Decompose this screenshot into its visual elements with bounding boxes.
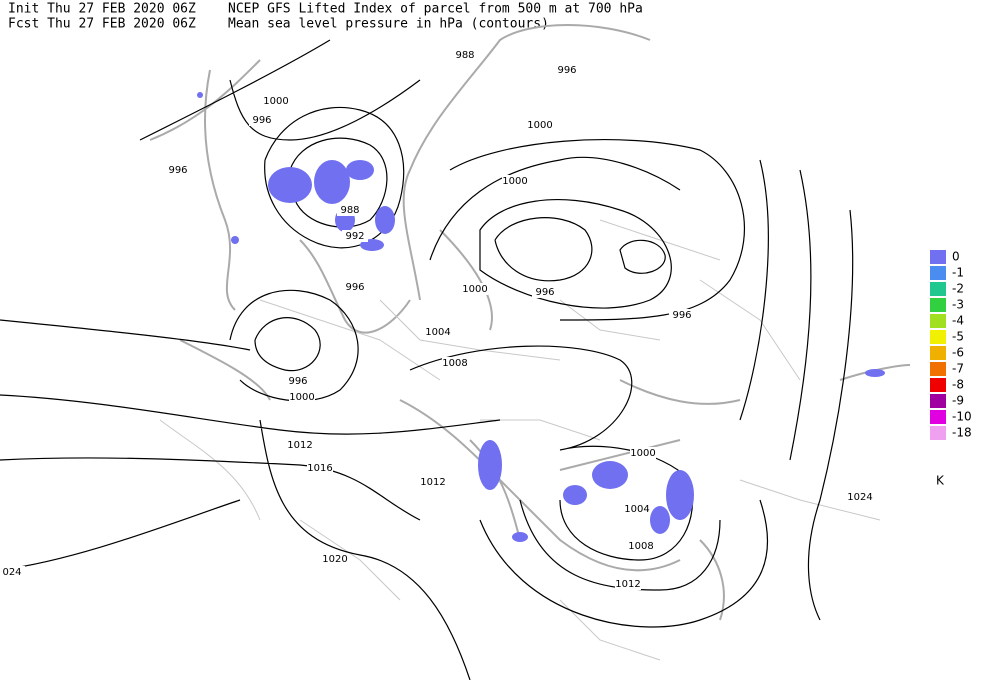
contour-label: 996 <box>672 310 691 321</box>
contour-label-bg <box>628 540 654 552</box>
coastlines <box>149 24 911 661</box>
contour-label-bg <box>532 286 558 298</box>
contour-label-bg <box>425 326 451 338</box>
legend-label: -6 <box>952 346 964 360</box>
contour-label: 1008 <box>628 541 653 552</box>
contour-label: 1020 <box>322 554 347 565</box>
contour-label: 1004 <box>425 327 450 338</box>
legend-label: -9 <box>952 394 964 408</box>
legend-label: -10 <box>952 410 972 424</box>
contour-label-bg <box>263 95 289 107</box>
contour-label-bg <box>165 164 191 176</box>
legend-swatch <box>930 426 946 440</box>
contour-label-bg <box>624 503 650 515</box>
contour-label-bg <box>285 375 311 387</box>
contour-label-bg <box>249 114 275 126</box>
contour-label: 996 <box>252 115 271 126</box>
contour-label: 1012 <box>615 579 640 590</box>
contour-label: 996 <box>345 282 364 293</box>
contour-label-bg <box>442 357 468 369</box>
contour-label-bg <box>420 476 446 488</box>
contour-label-bg <box>342 230 368 242</box>
contour-label-bg <box>630 447 656 459</box>
contour-label: 996 <box>535 287 554 298</box>
isobars <box>0 39 854 680</box>
legend-label: -2 <box>952 282 964 296</box>
contour-label-bg <box>462 283 488 295</box>
legend-swatch <box>930 266 946 280</box>
contour-label-bg <box>287 439 313 451</box>
legend-swatch <box>930 362 946 376</box>
legend-swatch <box>930 410 946 424</box>
lifted-index-areas <box>197 92 885 542</box>
contour-label: 1000 <box>502 176 527 187</box>
legend-unit: K <box>936 474 945 488</box>
contour-label: 1004 <box>624 504 649 515</box>
contour-label: 1000 <box>263 96 288 107</box>
contour-label-bg <box>342 281 368 293</box>
contour-label: 996 <box>557 65 576 76</box>
legend-swatch <box>930 330 946 344</box>
legend-swatch <box>930 250 946 264</box>
contour-label-bg <box>615 578 641 590</box>
contour-label-bg <box>289 391 315 403</box>
contour-label: 992 <box>345 231 364 242</box>
legend-label: -1 <box>952 266 964 280</box>
legend-swatch <box>930 298 946 312</box>
map-title: NCEP GFS Lifted Index of parcel from 500… <box>228 2 643 17</box>
legend-swatch <box>930 314 946 328</box>
init-time: Init Thu 27 FEB 2020 06Z <box>8 2 196 17</box>
contour-label-bg <box>337 204 363 216</box>
contour-label-bg <box>322 553 348 565</box>
contour-label: 1024 <box>847 492 872 503</box>
legend-label: -8 <box>952 378 964 392</box>
contour-label: 996 <box>288 376 307 387</box>
contour-label-bg <box>847 491 873 503</box>
legend-label: -18 <box>952 426 972 440</box>
legend-swatch <box>930 378 946 392</box>
legend-swatch <box>930 394 946 408</box>
contour-label: 1000 <box>630 448 655 459</box>
contour-label: 1012 <box>420 477 445 488</box>
map-subtitle: Mean sea level pressure in hPa (contours… <box>228 17 549 32</box>
legend-swatch <box>930 346 946 360</box>
legend-label: -7 <box>952 362 964 376</box>
contour-label: 1016 <box>307 463 332 474</box>
contour-label: 1008 <box>442 358 467 369</box>
contour-label-bg <box>0 566 25 578</box>
contour-label: 1012 <box>287 440 312 451</box>
legend-label: -4 <box>952 314 964 328</box>
contour-label-bg <box>527 119 553 131</box>
legend-label: -3 <box>952 298 964 312</box>
contour-label: 988 <box>455 50 474 61</box>
contour-label-bg <box>452 49 478 61</box>
legend-swatch <box>930 282 946 296</box>
contour-label: 988 <box>340 205 359 216</box>
contour-label-bg <box>669 309 695 321</box>
contour-label: 1000 <box>462 284 487 295</box>
legend-label: 0 <box>952 250 960 264</box>
contour-label: 1000 <box>289 392 314 403</box>
contour-label: 1000 <box>527 120 552 131</box>
contour-label-bg <box>502 175 528 187</box>
contour-label-bg <box>307 462 333 474</box>
legend-label: -5 <box>952 330 964 344</box>
forecast-time: Fcst Thu 27 FEB 2020 06Z <box>8 17 196 32</box>
contour-label: 996 <box>168 165 187 176</box>
contour-label-bg <box>554 64 580 76</box>
contour-label: 024 <box>2 567 21 578</box>
